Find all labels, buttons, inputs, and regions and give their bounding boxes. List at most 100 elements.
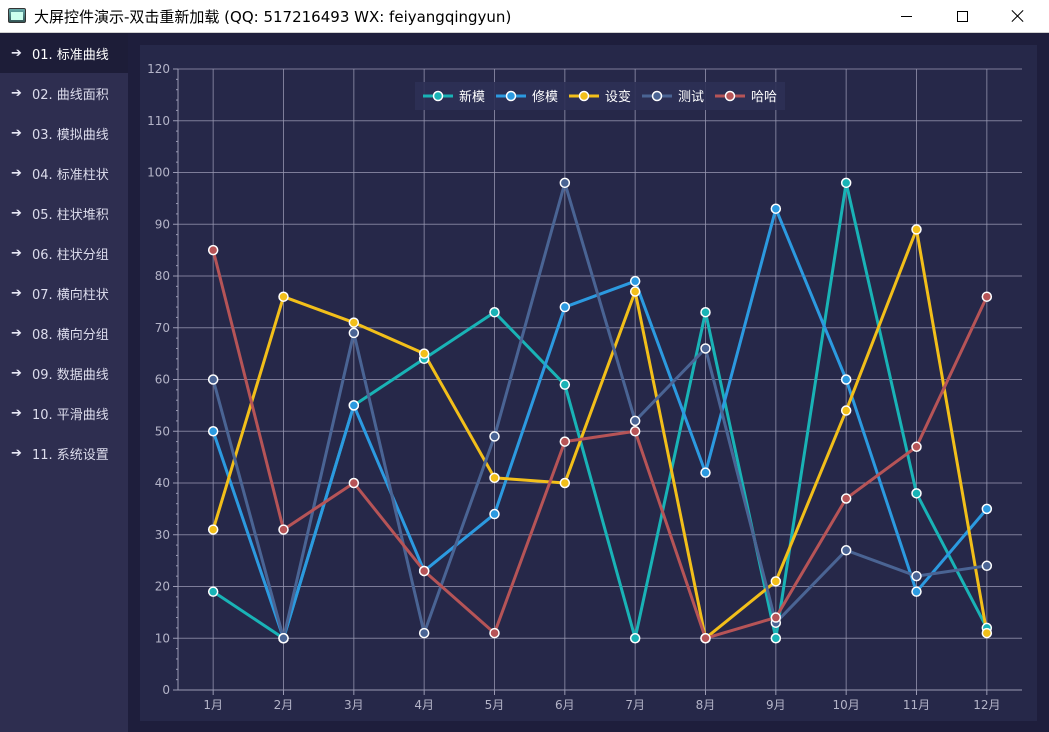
data-point [418, 627, 430, 639]
arrow-right-icon: ➔ [11, 405, 22, 421]
x-tick-label: 2月 [274, 698, 294, 712]
legend-label: 新模 [459, 89, 485, 105]
x-tick-label: 1月 [203, 698, 223, 712]
data-point [770, 633, 782, 644]
y-tick-label: 70 [155, 321, 170, 335]
sidebar: ➔ 01. 标准曲线 ➔ 02. 曲线面积 ➔ 03. 模拟曲线 ➔ 04. 标准柱状 … [0, 33, 128, 732]
sidebar-item-curve-area[interactable]: ➔ 02. 曲线面积 [0, 73, 128, 113]
close-button[interactable] [995, 0, 1041, 32]
data-point [840, 405, 852, 416]
data-point [840, 545, 852, 556]
maximize-button[interactable] [939, 0, 985, 32]
legend-marker [724, 90, 736, 102]
y-tick-label: 80 [155, 269, 170, 283]
data-point [207, 426, 219, 437]
y-tick-label: 120 [147, 62, 170, 76]
title-bar: 大屏控件演示-双击重新加载 (QQ: 517216493 WX: feiyang… [0, 0, 1049, 33]
arrow-right-icon: ➔ [11, 445, 22, 461]
sidebar-item-label: 07. 横向柱状 [32, 287, 109, 303]
sidebar-item-label: 01. 标准曲线 [32, 47, 109, 63]
minimize-button[interactable] [883, 0, 929, 32]
legend-label: 设变 [605, 89, 631, 105]
sidebar-item-system-settings[interactable]: ➔ 11. 系统设置 [0, 433, 128, 473]
sidebar-item-label: 04. 标准柱状 [32, 167, 109, 183]
sidebar-item-horizontal-group[interactable]: ➔ 08. 横向分组 [0, 313, 128, 353]
x-tick-label: 9月 [766, 698, 786, 712]
series-line [211, 207, 988, 640]
data-point [911, 441, 922, 453]
legend-label: 修模 [532, 90, 558, 105]
arrow-right-icon: ➔ [11, 165, 22, 181]
x-tick-label: 12月 [973, 698, 1000, 712]
sidebar-item-simulated-curve[interactable]: ➔ 03. 模拟曲线 [0, 113, 128, 153]
sidebar-item-data-curve[interactable]: ➔ 09. 数据曲线 [0, 353, 128, 393]
data-point [489, 627, 500, 639]
data-point [911, 224, 922, 235]
data-point [559, 301, 571, 313]
y-tick-label: 10 [155, 631, 170, 645]
data-point [700, 343, 711, 354]
data-point [207, 374, 219, 385]
close-icon [1012, 10, 1024, 22]
sidebar-item-standard-curve[interactable]: ➔ 01. 标准曲线 [0, 33, 128, 73]
y-tick-label: 40 [155, 476, 170, 490]
y-tick-label: 90 [155, 217, 170, 231]
sidebar-item-standard-bar[interactable]: ➔ 04. 标准柱状 [0, 153, 128, 193]
data-point [207, 586, 219, 597]
series-line [211, 249, 989, 640]
app-icon [8, 8, 26, 23]
legend-label: 测试 [678, 90, 704, 105]
data-point [981, 560, 993, 572]
data-point [278, 524, 289, 535]
data-point [559, 477, 571, 489]
legend-marker [578, 90, 590, 102]
data-point [700, 633, 711, 644]
data-point [911, 488, 922, 499]
x-tick-label: 7月 [625, 698, 645, 712]
arrow-right-icon: ➔ [11, 285, 22, 301]
arrow-right-icon: ➔ [11, 45, 22, 61]
data-point [629, 426, 641, 437]
sidebar-item-smooth-curve[interactable]: ➔ 10. 平滑曲线 [0, 393, 128, 433]
x-tick-label: 11月 [903, 698, 930, 712]
data-point [840, 493, 852, 504]
y-tick-label: 100 [147, 166, 170, 180]
y-tick-label: 20 [155, 580, 170, 594]
data-point [629, 286, 641, 297]
data-point [770, 203, 782, 214]
sidebar-item-label: 03. 模拟曲线 [32, 127, 109, 143]
data-point [700, 467, 711, 478]
sidebar-item-grouped-bar[interactable]: ➔ 06. 柱状分组 [0, 233, 128, 273]
main-area: 0 10 20 30 40 50 60 70 80 90 100 110 120 1月 2月 3月 4月 5月 6月… [128, 33, 1049, 732]
data-point [489, 306, 500, 318]
arrow-right-icon: ➔ [11, 365, 22, 381]
sidebar-item-stacked-bar[interactable]: ➔ 05. 柱状堆积 [0, 193, 128, 233]
data-point [207, 244, 219, 256]
y-tick-label: 30 [155, 528, 170, 542]
data-point [629, 633, 641, 644]
x-tick-label: 4月 [414, 698, 434, 712]
data-point [559, 436, 571, 447]
data-point [348, 327, 360, 339]
data-point [911, 570, 922, 582]
sidebar-item-horizontal-bar[interactable]: ➔ 07. 横向柱状 [0, 273, 128, 313]
data-point [348, 317, 360, 328]
data-point [770, 612, 782, 623]
data-point [629, 415, 641, 427]
series-line [211, 181, 988, 640]
data-point [629, 275, 641, 287]
x-tick-label: 3月 [344, 698, 364, 712]
data-point [559, 379, 571, 390]
maximize-icon [956, 10, 968, 22]
arrow-right-icon: ➔ [11, 245, 22, 261]
sidebar-item-label: 08. 横向分组 [32, 327, 109, 343]
series-line [211, 227, 989, 640]
sidebar-item-label: 11. 系统设置 [32, 447, 109, 463]
data-point [981, 291, 993, 302]
data-point [278, 633, 289, 644]
sidebar-item-label: 05. 柱状堆积 [32, 207, 109, 223]
line-chart[interactable]: 0 10 20 30 40 50 60 70 80 90 100 110 120 1月 2月 3月 4月 5月 6月… [140, 45, 1037, 721]
x-tick-label: 8月 [696, 698, 716, 712]
data-point [911, 586, 922, 597]
data-point [418, 348, 430, 359]
